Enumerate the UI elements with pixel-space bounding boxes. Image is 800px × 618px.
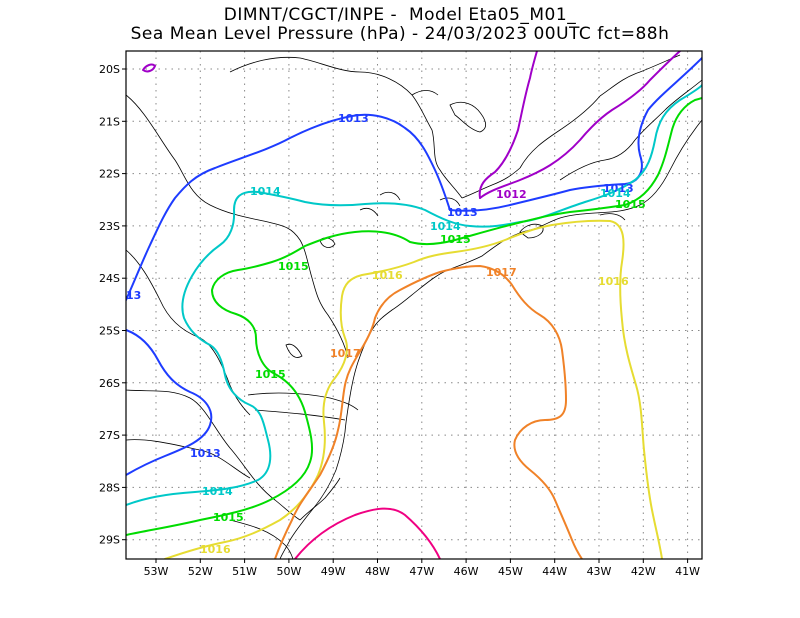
isobar-label: 1016: [200, 543, 231, 556]
isobar-label: 1017: [330, 347, 361, 360]
title-line-1: DIMNT/CGCT/INPE - Model Eta05_M01_: [223, 5, 577, 25]
latitude-tick-label: 26S: [99, 377, 120, 390]
latitude-tick-label: 21S: [99, 115, 120, 128]
longitude-axis: 53W 52W 51W 50W 49W 48W 47W 46W 45W 44W 43W 42W 41W: [144, 559, 700, 578]
isobar-1018: [294, 507, 441, 559]
isobar-1014-line: [126, 84, 702, 506]
isobar-1017: [274, 265, 583, 559]
latitude-tick-label: 20S: [99, 63, 120, 76]
page-title: DIMNT/CGCT/INPE - Model Eta05_M01_ Sea M…: [0, 6, 800, 44]
latitude-tick-label: 25S: [99, 325, 120, 338]
isobar-label: 1015: [213, 511, 244, 524]
longitude-tick-label: 46W: [454, 565, 479, 578]
longitude-tick-label: 53W: [144, 565, 169, 578]
isobar-label: 1014: [430, 220, 461, 233]
longitude-tick-label: 51W: [232, 565, 257, 578]
isobar-1013: [126, 57, 702, 476]
isobar-label: 1014: [250, 185, 281, 198]
isobar-1013-line: [449, 57, 702, 212]
title-line-2: Sea Mean Level Pressure (hPa) - 24/03/20…: [130, 24, 670, 44]
isobar-1012-line: [478, 51, 538, 199]
longitude-tick-label: 42W: [631, 565, 656, 578]
isobar-label: 1015: [278, 260, 309, 273]
latitude-axis: 20S 21S 22S 23S 24S 25S 26S 27S 28S 29S: [99, 63, 126, 547]
longitude-tick-label: 49W: [321, 565, 346, 578]
isobar-1016: [164, 219, 663, 559]
map-frame: [125, 50, 703, 560]
isobar-1018-line: [294, 507, 441, 559]
isobar-label: 1013: [603, 182, 634, 195]
contour-labels: 1012 1013 1013 1013 1013 13 1014 1014 10…: [126, 112, 646, 556]
longitude-tick-label: 48W: [365, 565, 390, 578]
longitude-tick-label: 47W: [409, 565, 434, 578]
longitude-tick-label: 52W: [188, 565, 213, 578]
isobar-label: 1014: [202, 485, 233, 498]
longitude-tick-label: 44W: [542, 565, 567, 578]
longitude-tick-label: 41W: [675, 565, 700, 578]
latitude-tick-label: 22S: [99, 168, 120, 181]
isobar-label: 13: [126, 289, 141, 302]
longitude-tick-label: 45W: [498, 565, 523, 578]
isobar-label: 1013: [338, 112, 369, 125]
latitude-tick-label: 24S: [99, 272, 120, 285]
latitude-tick-label: 28S: [99, 481, 120, 494]
isobar-1013-line: [126, 329, 213, 476]
isobar-1015-line: [126, 97, 702, 536]
isobar-label: 1015: [615, 198, 646, 211]
isobar-1016-line: [164, 219, 663, 559]
isobar-1015: [126, 97, 702, 536]
isobar-1013-line: [126, 113, 451, 301]
isobar-label: 1016: [598, 275, 629, 288]
isobar-label: 1013: [190, 447, 221, 460]
isobar-label: 1014: [600, 187, 631, 200]
longitude-tick-label: 43W: [587, 565, 612, 578]
isobar-1012-line: [479, 51, 681, 199]
isobar-label: 1013: [447, 206, 478, 219]
latitude-tick-label: 27S: [99, 429, 120, 442]
isobar-label: 1017: [486, 266, 517, 279]
isobar-label: 1016: [372, 269, 403, 282]
longitude-tick-label: 50W: [276, 565, 301, 578]
isobar-1017-line: [274, 265, 583, 559]
isobar-label: 1015: [440, 233, 471, 246]
isobar-label: 1012: [496, 188, 527, 201]
coastline-borders: [126, 54, 702, 559]
isobar-1012: [142, 51, 681, 199]
isobar-1014: [126, 84, 702, 506]
latitude-tick-label: 29S: [99, 534, 120, 547]
isobar-1012-line: [142, 63, 156, 73]
isobar-label: 1015: [255, 368, 286, 381]
latitude-tick-label: 23S: [99, 220, 120, 233]
grid-lines: [126, 51, 702, 559]
